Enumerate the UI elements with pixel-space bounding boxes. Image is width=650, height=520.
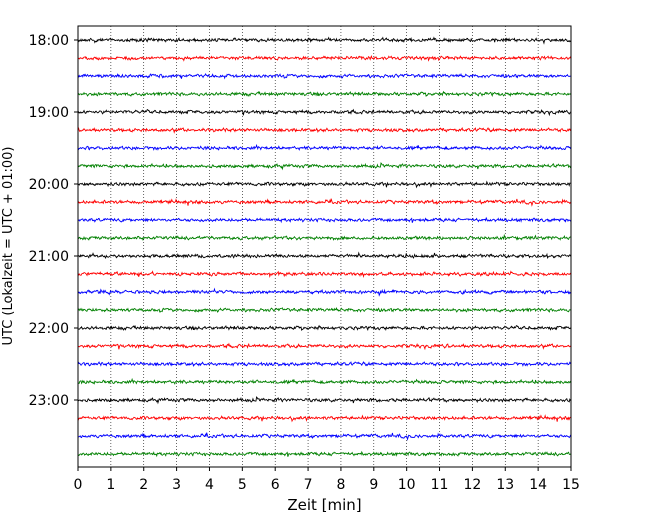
trace-line <box>77 36 572 45</box>
trace-line <box>77 72 572 80</box>
trace-line <box>77 198 572 207</box>
x-axis: 0 1 2 3 4 5 6 7 8 9 10 11 12 13 14 15 <box>74 467 580 493</box>
x-tick-label: 6 <box>271 477 280 493</box>
x-tick-label: 5 <box>238 477 247 493</box>
trace-line <box>77 251 572 260</box>
trace-line <box>77 414 572 423</box>
trace-line <box>77 127 572 134</box>
x-tick-label: 15 <box>562 477 580 493</box>
trace-line <box>77 361 572 367</box>
y-tick-label: 19:00 <box>29 105 69 121</box>
trace-line <box>77 377 572 385</box>
trace-line <box>77 162 572 171</box>
plot-frame <box>77 25 572 468</box>
y-tick-label: 21:00 <box>29 249 69 265</box>
y-tick-label: 23:00 <box>29 393 69 409</box>
trace-line <box>77 342 572 351</box>
trace-line <box>77 396 572 405</box>
x-tick-label: 0 <box>74 477 83 493</box>
x-tick-label: 11 <box>431 477 449 493</box>
trace-line <box>77 306 572 313</box>
trace-line <box>77 233 572 242</box>
y-tick-label: 20:00 <box>29 177 69 193</box>
y-tick-label: 22:00 <box>29 321 69 337</box>
y-axis: 18:00 19:00 20:00 21:00 22:00 23:00 <box>29 33 78 409</box>
x-tick-label: 1 <box>106 477 115 493</box>
trace-line <box>77 216 572 224</box>
x-tick-label: 12 <box>463 477 481 493</box>
x-tick-label: 14 <box>529 477 547 493</box>
trace-line <box>77 432 572 441</box>
x-tick-label: 10 <box>398 477 416 493</box>
x-tick-label: 3 <box>172 477 181 493</box>
trace-layer <box>77 36 572 458</box>
trace-line <box>77 450 572 458</box>
trace-line <box>77 180 572 189</box>
trace-line <box>77 324 572 332</box>
x-axis-label: Zeit [min] <box>287 496 361 514</box>
trace-line <box>77 143 572 151</box>
x-tick-label: 13 <box>496 477 514 493</box>
x-tick-label: 2 <box>139 477 148 493</box>
y-axis-label: UTC (Lokalzeit = UTC + 01:00) <box>1 147 16 346</box>
trace-line <box>77 287 572 297</box>
y-tick-label: 18:00 <box>29 33 69 49</box>
x-tick-label: 4 <box>205 477 214 493</box>
trace-line <box>77 55 572 62</box>
x-tick-label: 8 <box>336 477 345 493</box>
trace-line <box>77 270 572 278</box>
trace-line <box>77 108 572 117</box>
x-tick-label: 7 <box>304 477 313 493</box>
x-tick-label: 9 <box>369 477 378 493</box>
trace-line <box>77 90 572 98</box>
